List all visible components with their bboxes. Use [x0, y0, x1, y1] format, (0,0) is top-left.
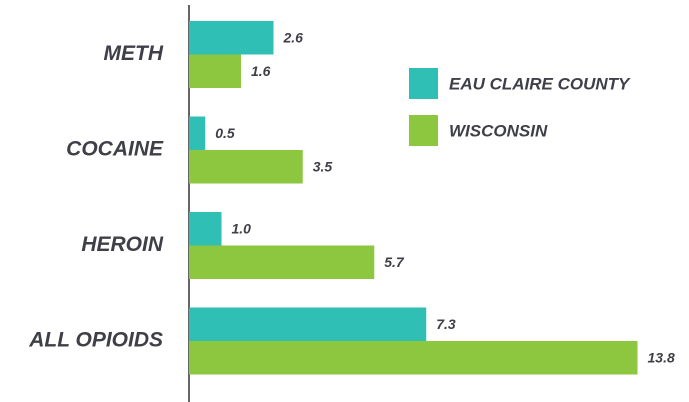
- legend-label: EAU CLAIRE COUNTY: [449, 74, 631, 93]
- value-label: 0.5: [215, 125, 235, 141]
- bar: [189, 116, 206, 150]
- bar: [189, 212, 222, 246]
- bar: [189, 21, 274, 55]
- bar: [189, 341, 638, 375]
- legend-label: WISCONSIN: [449, 121, 548, 140]
- value-label: 1.6: [251, 63, 271, 79]
- bar: [189, 150, 303, 184]
- value-label: 3.5: [313, 158, 333, 174]
- value-label: 7.3: [436, 316, 456, 332]
- bar: [189, 245, 375, 279]
- value-label: 13.8: [648, 349, 675, 365]
- bar: [189, 307, 427, 341]
- legend-swatch: [409, 68, 438, 99]
- value-label: 1.0: [232, 220, 252, 236]
- legend-swatch: [409, 115, 438, 146]
- value-label: 2.6: [283, 29, 304, 45]
- bar: [189, 54, 241, 88]
- category-label: METH: [104, 42, 164, 65]
- value-label: 5.7: [384, 254, 405, 270]
- category-label: COCAINE: [66, 138, 164, 161]
- category-label: HEROIN: [81, 233, 164, 256]
- category-label: ALL OPIOIDS: [28, 329, 163, 352]
